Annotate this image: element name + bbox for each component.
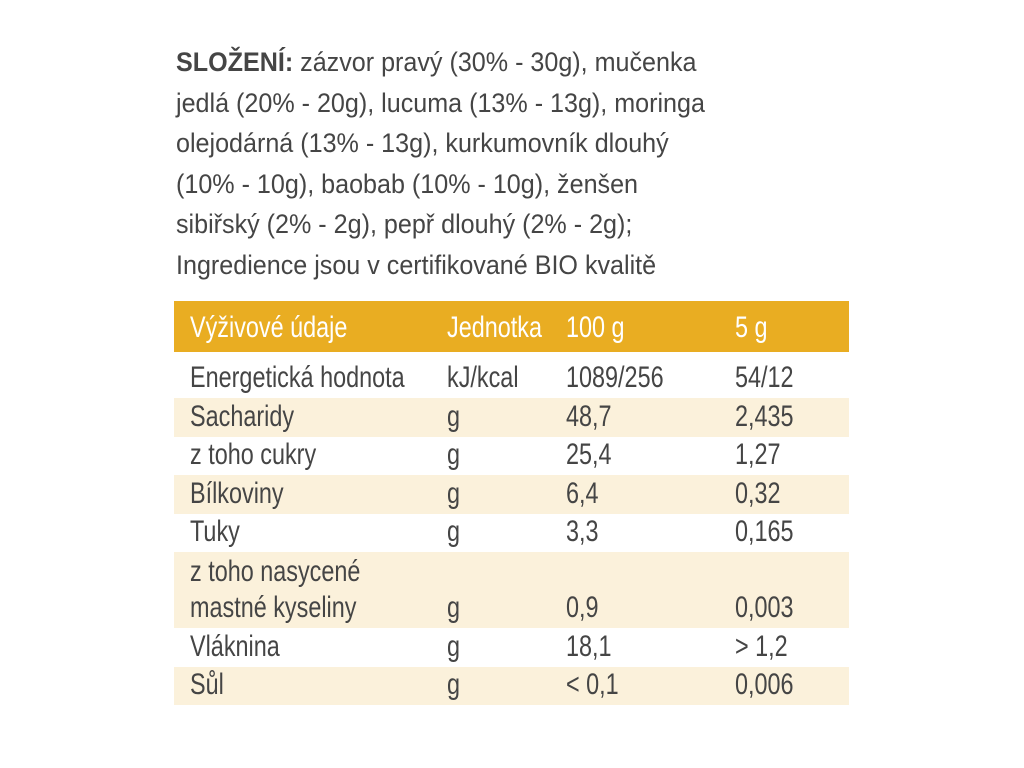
table-cell: z toho cukry [190,438,317,471]
table-cell: 6,4 [566,476,599,510]
ingredients-label: SLOŽENÍ: [176,47,294,77]
table-cell: 0,006 [735,668,794,701]
table-cell: g [447,476,461,510]
table-cell: g [447,591,461,624]
table-cell: 3,3 [566,515,599,548]
table-cell: Bílkoviny [190,476,284,510]
table-cell: g [447,399,461,433]
table-cell: Tuky [190,515,240,548]
header-cell: 100 g [566,311,625,344]
table-cell: Sůl [190,668,224,701]
table-row: Sacharidy g 48,7 2,435 [174,398,849,437]
table-row: z toho nasycené mastné kyseliny g 0,9 0,003 [174,552,849,628]
table-cell: 1,27 [735,438,781,471]
table-row: z toho cukry g 25,4 1,27 [174,437,849,476]
table-row: Energetická hodnota kJ/kcal 1089/256 54/12 [174,352,849,398]
table-cell: Energetická hodnota [190,361,405,394]
header-cell: 5 g [735,311,768,344]
table-cell: g [447,515,461,548]
ingredients-text: SLOŽENÍ: zázvor pravý (30% - 30g), mučen… [176,42,745,285]
table-cell: Vláknina [190,629,280,663]
table-row: Sůl g < 0,1 0,006 [174,666,849,705]
table-cell: 0,003 [735,591,794,624]
ingredients-line: olejodárná (13% - 13g), kurkumovník dlou… [176,128,669,158]
table-cell: 0,165 [735,515,794,548]
ingredients-line: sibiřský (2% - 2g), pepř dlouhý (2% - 2g… [176,209,633,239]
table-header: Výživové údaje Jednotka 100 g 5 g [174,301,849,352]
ingredients-line: jedlá (20% - 20g), lucuma (13% - 13g), m… [176,87,705,118]
table-row: Vláknina g 18,1 > 1,2 [174,628,849,667]
ingredients-line: zázvor pravý (30% - 30g), mučenka [293,47,697,77]
table-cell: 0,9 [566,591,599,624]
header-cell: Výživové údaje [190,311,348,344]
table-cell: 18,1 [566,629,612,663]
table-row: Bílkoviny g 6,4 0,32 [174,475,849,514]
table-cell: > 1,2 [735,629,788,663]
table-cell: g [447,629,461,663]
table-cell: < 0,1 [566,668,619,701]
ingredients-line: Ingredience jsou v certifikované BIO kva… [176,249,657,280]
table-cell: Sacharidy [190,399,295,433]
table-cell: kJ/kcal [447,361,519,394]
ingredients-line: (10% - 10g), baobab (10% - 10g), ženšen [176,168,639,199]
header-cell: Jednotka [447,311,542,344]
table-cell: 1089/256 [566,361,664,394]
table-cell: 0,32 [735,476,781,510]
table-cell: 25,4 [566,438,612,471]
table-row: Tuky g 3,3 0,165 [174,514,849,553]
table-cell: z toho nasycené mastné kyseliny [190,555,361,624]
table-cell: g [447,668,461,701]
table-cell: 54/12 [735,361,794,394]
table-cell: 2,435 [735,399,794,433]
table-cell: 48,7 [566,399,612,433]
nutrition-table: Výživové údaje Jednotka 100 g 5 g Energe… [174,301,849,705]
table-cell: g [447,438,461,471]
